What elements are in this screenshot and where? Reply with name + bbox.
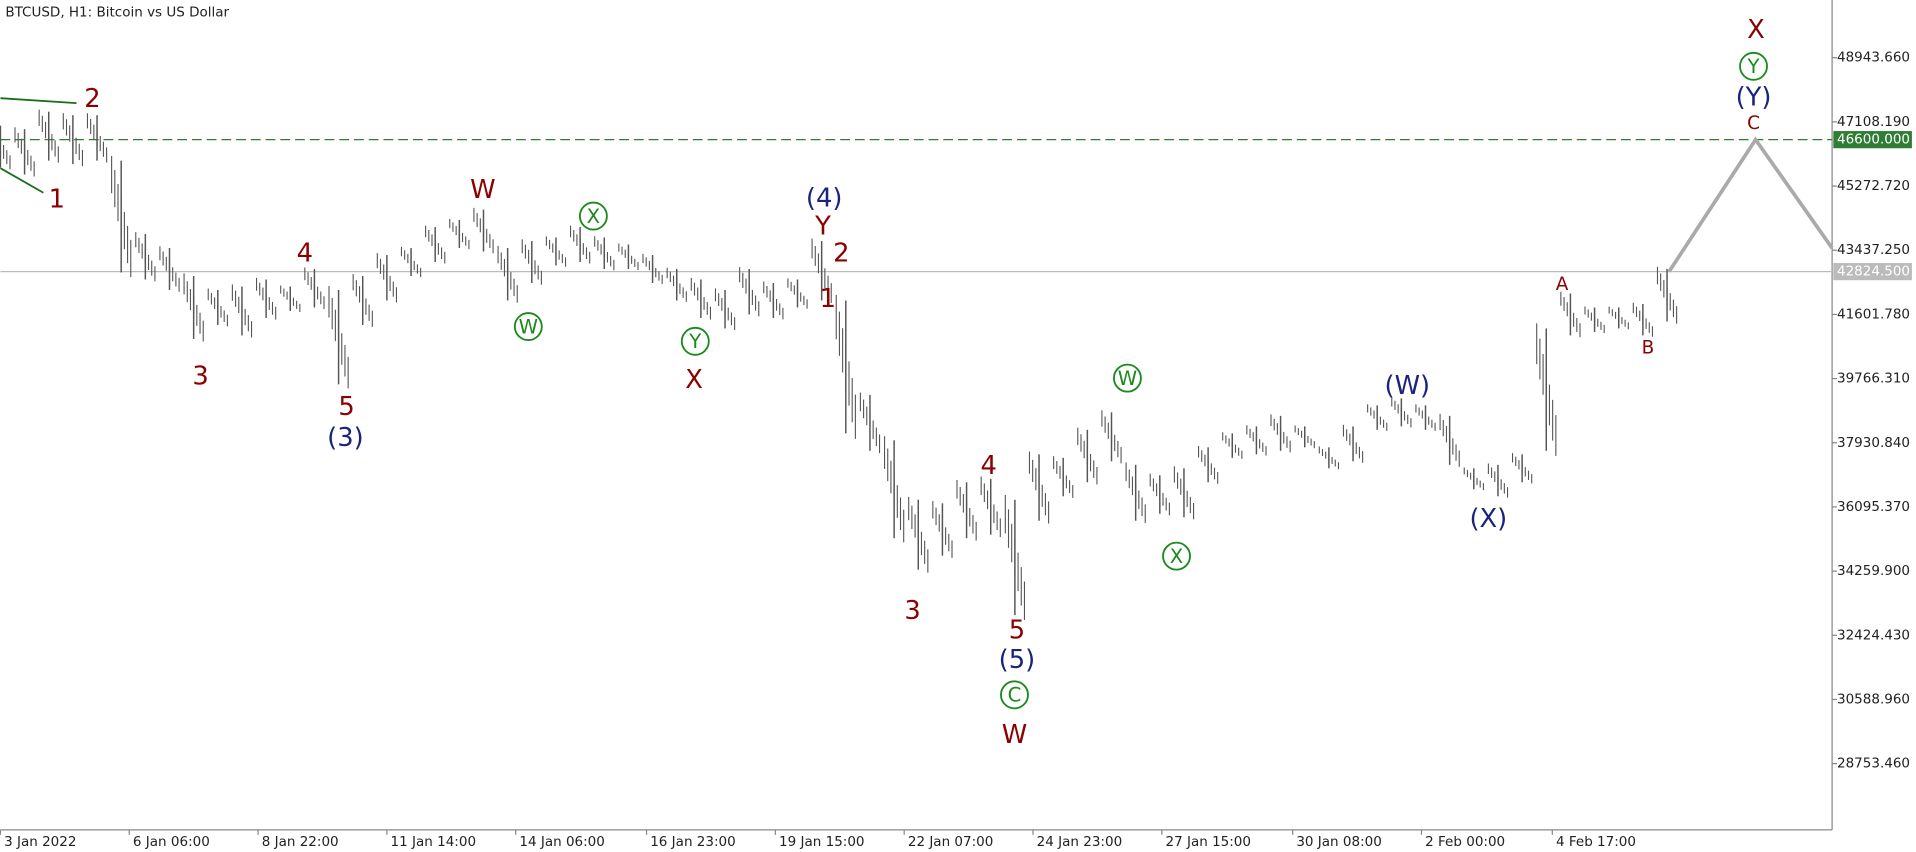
x-tick-label: 30 Jan 08:00 (1296, 834, 1381, 850)
x-tick-label: 3 Jan 2022 (4, 834, 76, 850)
y-tick-label: 34259.900 (1837, 563, 1910, 579)
wave-circle (1112, 363, 1142, 393)
wave-circle (680, 326, 710, 356)
price-level-label: 42824.500 (1837, 264, 1910, 280)
wave-label: 5 (338, 392, 354, 422)
wave-circle (513, 312, 543, 341)
wave-circle (1162, 541, 1191, 571)
y-tick-label: 28753.460 (1837, 756, 1910, 772)
wave-label: Y (814, 212, 831, 242)
wave-label: 1 (49, 185, 65, 215)
x-tick-label: 6 Jan 06:00 (133, 834, 210, 850)
projection-line (1667, 136, 1834, 273)
chart-title: BTCUSD, H1: Bitcoin vs US Dollar (5, 4, 229, 20)
x-tick-label: 27 Jan 15:00 (1166, 834, 1251, 850)
price-level-label: 46600.000 (1837, 132, 1910, 148)
y-tick-label: 45272.720 (1837, 178, 1910, 194)
wave-label: Y (688, 330, 702, 353)
wave-label: C (1747, 113, 1760, 134)
y-tick-label: 41601.780 (1837, 306, 1910, 322)
wave-label: X (587, 205, 600, 228)
y-tick-label: 36095.370 (1837, 499, 1910, 515)
x-tick-label: 2 Feb 00:00 (1425, 834, 1505, 850)
x-tick-label: 4 Feb 17:00 (1556, 834, 1636, 850)
x-tick-label: 24 Jan 23:00 (1037, 834, 1122, 850)
wave-label: C (1008, 684, 1022, 707)
wave-label: 4 (297, 239, 313, 269)
x-tick-label: 19 Jan 15:00 (779, 834, 864, 850)
wave-label: X (685, 365, 703, 395)
wave-circle (1739, 51, 1768, 81)
wave-label: W (1118, 367, 1137, 390)
wave-label: A (1556, 274, 1569, 295)
wave-label: W (1002, 720, 1027, 750)
wave-label: 3 (904, 596, 920, 626)
y-tick-label: 32424.430 (1837, 627, 1910, 643)
wave-label: (4) (806, 183, 843, 213)
wave-label: X (1747, 15, 1765, 45)
wave-label: 2 (84, 84, 100, 114)
wave-label: 3 (192, 361, 208, 391)
y-tick-label: 30588.960 (1837, 691, 1910, 707)
y-tick-label: 39766.310 (1837, 371, 1910, 387)
wave-label: 1 (820, 284, 836, 314)
y-tick-label: 37930.840 (1837, 435, 1910, 451)
wave-label: W (470, 175, 495, 205)
y-tick-label: 47108.190 (1837, 114, 1910, 130)
wave-circle (578, 201, 608, 231)
x-tick-label: 14 Jan 06:00 (519, 834, 604, 850)
y-tick-label: 48943.660 (1837, 50, 1910, 66)
wave-label: 5 (1009, 616, 1025, 646)
wave-label: 4 (980, 451, 996, 481)
wave-label: 2 (833, 239, 849, 269)
x-tick-label: 22 Jan 07:00 (908, 834, 993, 850)
wave-label: X (1170, 545, 1183, 568)
wave-label: (W) (1385, 371, 1431, 401)
y-tick-label: 43437.250 (1837, 242, 1910, 258)
wave-circle (1000, 680, 1029, 710)
wave-label: (X) (1469, 504, 1507, 534)
wave-label: (3) (327, 423, 364, 453)
wave-label: Y (1747, 55, 1761, 78)
wave-label: B (1642, 338, 1655, 359)
x-tick-label: 11 Jan 14:00 (391, 834, 476, 850)
trend-line (0, 97, 77, 105)
trend-line (0, 167, 44, 194)
wave-label: (5) (999, 645, 1035, 675)
x-tick-label: 8 Jan 22:00 (262, 834, 339, 850)
price-level-box (1833, 263, 1912, 281)
x-tick-label: 16 Jan 23:00 (650, 834, 735, 850)
wave-label: W (519, 315, 538, 338)
wave-label: (Y) (1736, 83, 1772, 113)
price-level-box (1833, 131, 1912, 149)
